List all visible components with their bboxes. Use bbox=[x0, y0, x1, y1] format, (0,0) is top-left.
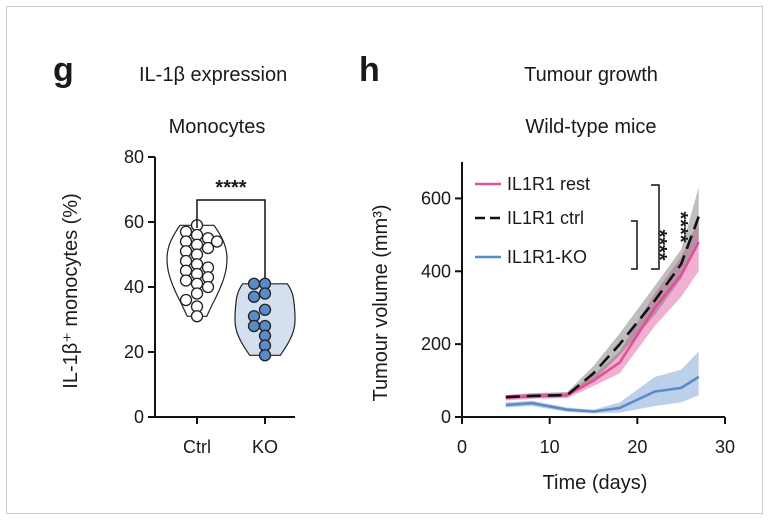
h-band-il1r1-ko bbox=[505, 351, 699, 414]
panel-letter-h: h bbox=[359, 51, 380, 89]
g-axes: 0 20 40 60 80 Ctrl KO bbox=[124, 147, 295, 457]
h-ytick-label: 200 bbox=[421, 334, 451, 354]
g-point-ko bbox=[247, 290, 261, 303]
h-title: Tumour growth bbox=[524, 64, 658, 86]
g-ytick-label: 60 bbox=[124, 212, 144, 232]
h-legend-label: IL1R1 rest bbox=[507, 174, 590, 194]
g-point-ko bbox=[258, 303, 272, 316]
g-point-ctrl bbox=[201, 280, 215, 294]
g-point-ctrl bbox=[201, 241, 215, 255]
h-lines bbox=[505, 216, 700, 413]
g-point-ko bbox=[247, 277, 261, 290]
h-ytick-label: 0 bbox=[441, 407, 451, 427]
g-ylabel: IL-1β⁺ monocytes (%) bbox=[60, 193, 82, 388]
h-ylabel: Tumour volume (mm³) bbox=[370, 204, 392, 401]
g-point-ko bbox=[258, 349, 272, 362]
g-ytick-label: 80 bbox=[124, 147, 144, 167]
g-significance-bracket bbox=[196, 199, 266, 278]
g-point-ko bbox=[247, 319, 261, 333]
h-subtitle: Wild-type mice bbox=[525, 116, 656, 138]
h-axes: 0 200 400 600 0 10 20 30 bbox=[421, 162, 735, 457]
g-violin-ko bbox=[234, 283, 296, 356]
g-point-ctrl bbox=[210, 235, 224, 248]
h-xtick-label: 30 bbox=[715, 437, 735, 457]
g-point-ctrl bbox=[190, 287, 204, 300]
g-point-ctrl bbox=[190, 310, 204, 323]
g-ytick-label: 20 bbox=[124, 342, 144, 362]
g-title: IL-1β expression bbox=[139, 64, 287, 86]
h-xtick-label: 10 bbox=[540, 437, 560, 457]
g-significance-stars: **** bbox=[215, 177, 246, 199]
g-xtick-label: Ctrl bbox=[183, 437, 211, 457]
h-ytick-label: 400 bbox=[421, 261, 451, 281]
g-xtick-label: KO bbox=[252, 437, 278, 457]
figure-canvas: g IL-1β expression Monocytes IL-1β⁺ mono… bbox=[53, 51, 735, 494]
g-point-ko bbox=[258, 287, 272, 300]
g-point-ctrl bbox=[179, 274, 193, 287]
h-legend-label: IL1R1 ctrl bbox=[507, 208, 584, 228]
g-ytick-label: 0 bbox=[134, 407, 144, 427]
figure-frame: g IL-1β expression Monocytes IL-1β⁺ mono… bbox=[6, 6, 763, 514]
panel-letter-g: g bbox=[53, 51, 74, 89]
h-band-il1r1-rest bbox=[505, 220, 699, 401]
h-significance-bracket-inner bbox=[631, 220, 638, 270]
h-legend: IL1R1 rest IL1R1 ctrl IL1R1-KO ******** bbox=[475, 174, 691, 270]
g-subtitle: Monocytes bbox=[169, 116, 266, 138]
h-xlabel: Time (days) bbox=[543, 472, 648, 494]
g-plot-area: **** bbox=[166, 177, 296, 362]
h-line-il1r1-ko bbox=[505, 375, 700, 413]
h-significance-bracket-outer bbox=[651, 184, 660, 270]
h-xtick-label: 0 bbox=[457, 437, 467, 457]
h-significance-stars-outer: **** bbox=[669, 211, 691, 242]
g-point-ctrl bbox=[179, 293, 193, 307]
g-ytick-label: 40 bbox=[124, 277, 144, 297]
h-xtick-label: 20 bbox=[627, 437, 647, 457]
h-line-il1r1-ctrl bbox=[505, 216, 700, 399]
h-significance-stars-inner: **** bbox=[648, 229, 670, 260]
h-legend-label: IL1R1-KO bbox=[507, 247, 587, 267]
h-ytick-label: 600 bbox=[421, 188, 451, 208]
